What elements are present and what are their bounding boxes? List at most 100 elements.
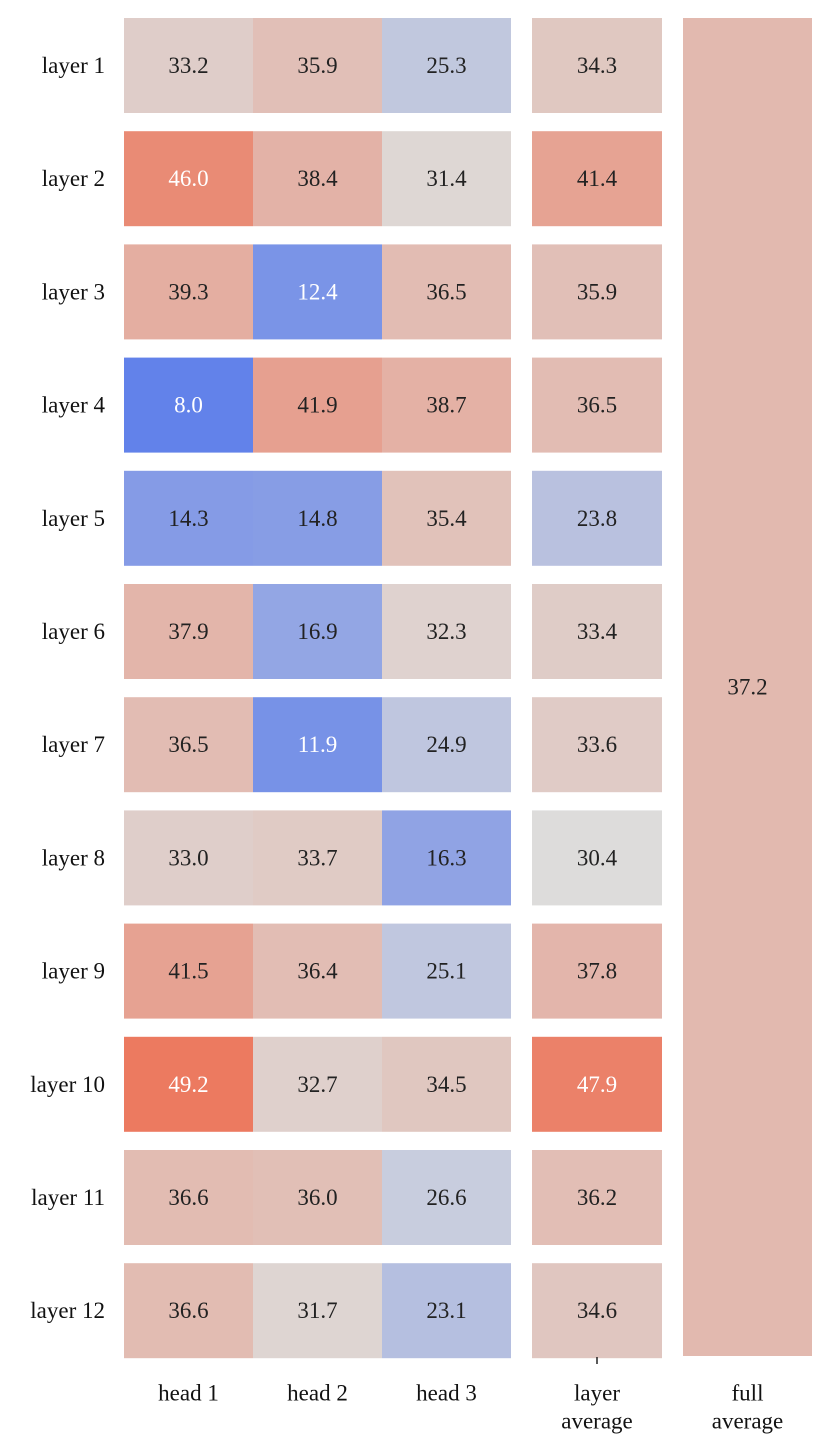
layer-9-head-3-cell	[382, 923, 511, 1019]
layer-11-average-value-label: 36.2	[577, 1185, 617, 1210]
row-label-layer-4: layer 4	[42, 393, 106, 418]
layer-6-head-2-cell	[253, 584, 382, 679]
layer-average-label-line2: average	[561, 1409, 633, 1434]
layer-10-average-value-label: 47.9	[577, 1072, 617, 1097]
layer-2-head-3-cell	[382, 131, 511, 227]
layer-3-head-2-value-label: 12.4	[297, 279, 338, 304]
layer-7-head-2-cell	[253, 697, 382, 793]
layer-9-head-3-value-label: 25.1	[426, 959, 466, 984]
layer-4-head-2-value-label: 41.9	[297, 393, 337, 418]
layer-2-head-1-cell	[124, 131, 253, 227]
row-labels: layer 1 layer 2 layer 3 layer 4 layer 5 layer…	[30, 53, 105, 1323]
layer-5-head-3-cell	[382, 470, 511, 566]
layer-3-average-cell	[532, 244, 662, 340]
row-label-layer-7: layer 7	[42, 732, 105, 757]
layer-8-average-value-label: 30.4	[577, 845, 618, 870]
layer-12-head-3-value-label: 23.1	[426, 1298, 466, 1323]
layer-1-average-cell	[532, 18, 662, 113]
layer-6-head-2-value-label: 16.9	[297, 619, 337, 644]
row-label-layer-2: layer 2	[42, 166, 105, 191]
column-labels: head 1 head 2 head 3 layer average full averag…	[158, 1357, 783, 1434]
layer-12-average-value-label: 34.6	[577, 1298, 617, 1323]
layer-8-average-cell	[532, 810, 662, 906]
layer-11-head-2-cell	[253, 1150, 382, 1245]
full-average-label-line2: average	[712, 1409, 784, 1434]
layer-9-head-2-cell	[253, 923, 382, 1019]
layer-11-head-1-cell	[124, 1150, 253, 1245]
column-label-head-3: head 3	[416, 1381, 477, 1406]
layer-8-head-1-cell	[124, 810, 253, 906]
layer-4-head-2-cell	[253, 357, 382, 453]
layer-8-head-3-cell	[382, 810, 511, 906]
layer-11-head-3-cell	[382, 1150, 511, 1245]
layer-1-head-3-cell	[382, 18, 511, 113]
layer-12-average-cell	[532, 1263, 662, 1359]
layer-10-head-3-cell	[382, 1036, 511, 1132]
layer-10-head-2-value-label: 32.7	[297, 1072, 337, 1097]
layer-12-head-2-cell	[253, 1263, 382, 1359]
layer-7-head-2-value-label: 11.9	[298, 732, 337, 757]
layer-7-head-3-cell	[382, 697, 511, 793]
layer-7-head-1-cell	[124, 697, 253, 793]
layer-1-head-2-value-label: 35.9	[297, 53, 337, 78]
layer-5-average-cell	[532, 470, 662, 566]
layer-3-head-3-value-label: 36.5	[426, 279, 466, 304]
layer-7-head-3-value-label: 24.9	[426, 732, 466, 757]
layer-11-average-cell	[532, 1150, 662, 1245]
layer-10-head-2-cell	[253, 1036, 382, 1132]
layer-4-average-cell	[532, 357, 662, 453]
row-label-layer-3: layer 3	[42, 279, 105, 304]
layer-9-average-value-label: 37.8	[577, 959, 617, 984]
layer-4-head-3-cell	[382, 357, 511, 453]
layer-12-head-1-cell	[124, 1263, 253, 1359]
layer-9-head-1-cell	[124, 923, 253, 1019]
layer-7-average-value-label: 33.6	[577, 732, 617, 757]
layer-10-head-1-cell	[124, 1036, 253, 1132]
full-average-column: 37.2	[683, 18, 812, 1356]
layer-5-average-value-label: 23.8	[577, 506, 617, 531]
layer-5-head-2-value-label: 14.8	[297, 506, 337, 531]
layer-2-head-2-cell	[253, 131, 382, 227]
layer-3-head-3-cell	[382, 244, 511, 340]
layer-2-head-1-value-label: 46.0	[168, 166, 208, 191]
layer-10-head-3-value-label: 34.5	[426, 1072, 466, 1097]
layer-9-average-cell	[532, 923, 662, 1019]
layer-3-head-1-value-label: 39.3	[168, 279, 208, 304]
layer-7-average-cell	[532, 697, 662, 793]
layer-3-head-1-cell	[124, 244, 253, 340]
layer-5-head-1-cell	[124, 470, 253, 566]
layer-5-head-3-value-label: 35.4	[426, 506, 467, 531]
row-label-layer-11: layer 11	[31, 1185, 105, 1210]
layer-4-average-value-label: 36.5	[577, 393, 617, 418]
layer-4-head-3-value-label: 38.7	[426, 393, 466, 418]
layer-6-head-1-cell	[124, 584, 253, 679]
row-label-layer-9: layer 9	[42, 959, 105, 984]
full-average-label-line1: full	[732, 1381, 764, 1406]
layer-8-head-1-value-label: 33.0	[168, 845, 208, 870]
column-label-head-2: head 2	[287, 1381, 348, 1406]
layer-6-head-3-cell	[382, 584, 511, 679]
layer-2-head-3-value-label: 31.4	[426, 166, 467, 191]
layer-average-column: 34.3 41.4 35.9 36.5 23.8 33.4 33.6 30.4 37.8 47.9…	[532, 18, 662, 1359]
layer-2-average-value-label: 41.4	[577, 166, 618, 191]
layer-1-head-1-value-label: 33.2	[168, 53, 208, 78]
layer-6-average-cell	[532, 584, 662, 679]
row-label-layer-10: layer 10	[30, 1072, 105, 1097]
layer-11-head-2-value-label: 36.0	[297, 1185, 337, 1210]
row-label-layer-12: layer 12	[30, 1298, 105, 1323]
layer-9-head-2-value-label: 36.4	[297, 959, 338, 984]
layer-3-average-value-label: 35.9	[577, 279, 617, 304]
row-label-layer-8: layer 8	[42, 845, 105, 870]
head-heatmap-grid: 33.2 35.9 25.3 46.0 38.4 31.4 39.3 12.4 36.5 8.0 4…	[124, 18, 511, 1359]
layer-10-head-1-value-label: 49.2	[168, 1072, 208, 1097]
layer-5-head-1-value-label: 14.3	[168, 506, 208, 531]
layer-6-average-value-label: 33.4	[577, 619, 618, 644]
layer-8-head-2-cell	[253, 810, 382, 906]
layer-7-head-1-value-label: 36.5	[168, 732, 208, 757]
row-label-layer-5: layer 5	[42, 506, 105, 531]
layer-12-head-1-value-label: 36.6	[168, 1298, 208, 1323]
layer-4-head-1-value-label: 8.0	[174, 393, 203, 418]
full-average-value-label: 37.2	[727, 675, 767, 700]
layer-2-head-2-value-label: 38.4	[297, 166, 338, 191]
